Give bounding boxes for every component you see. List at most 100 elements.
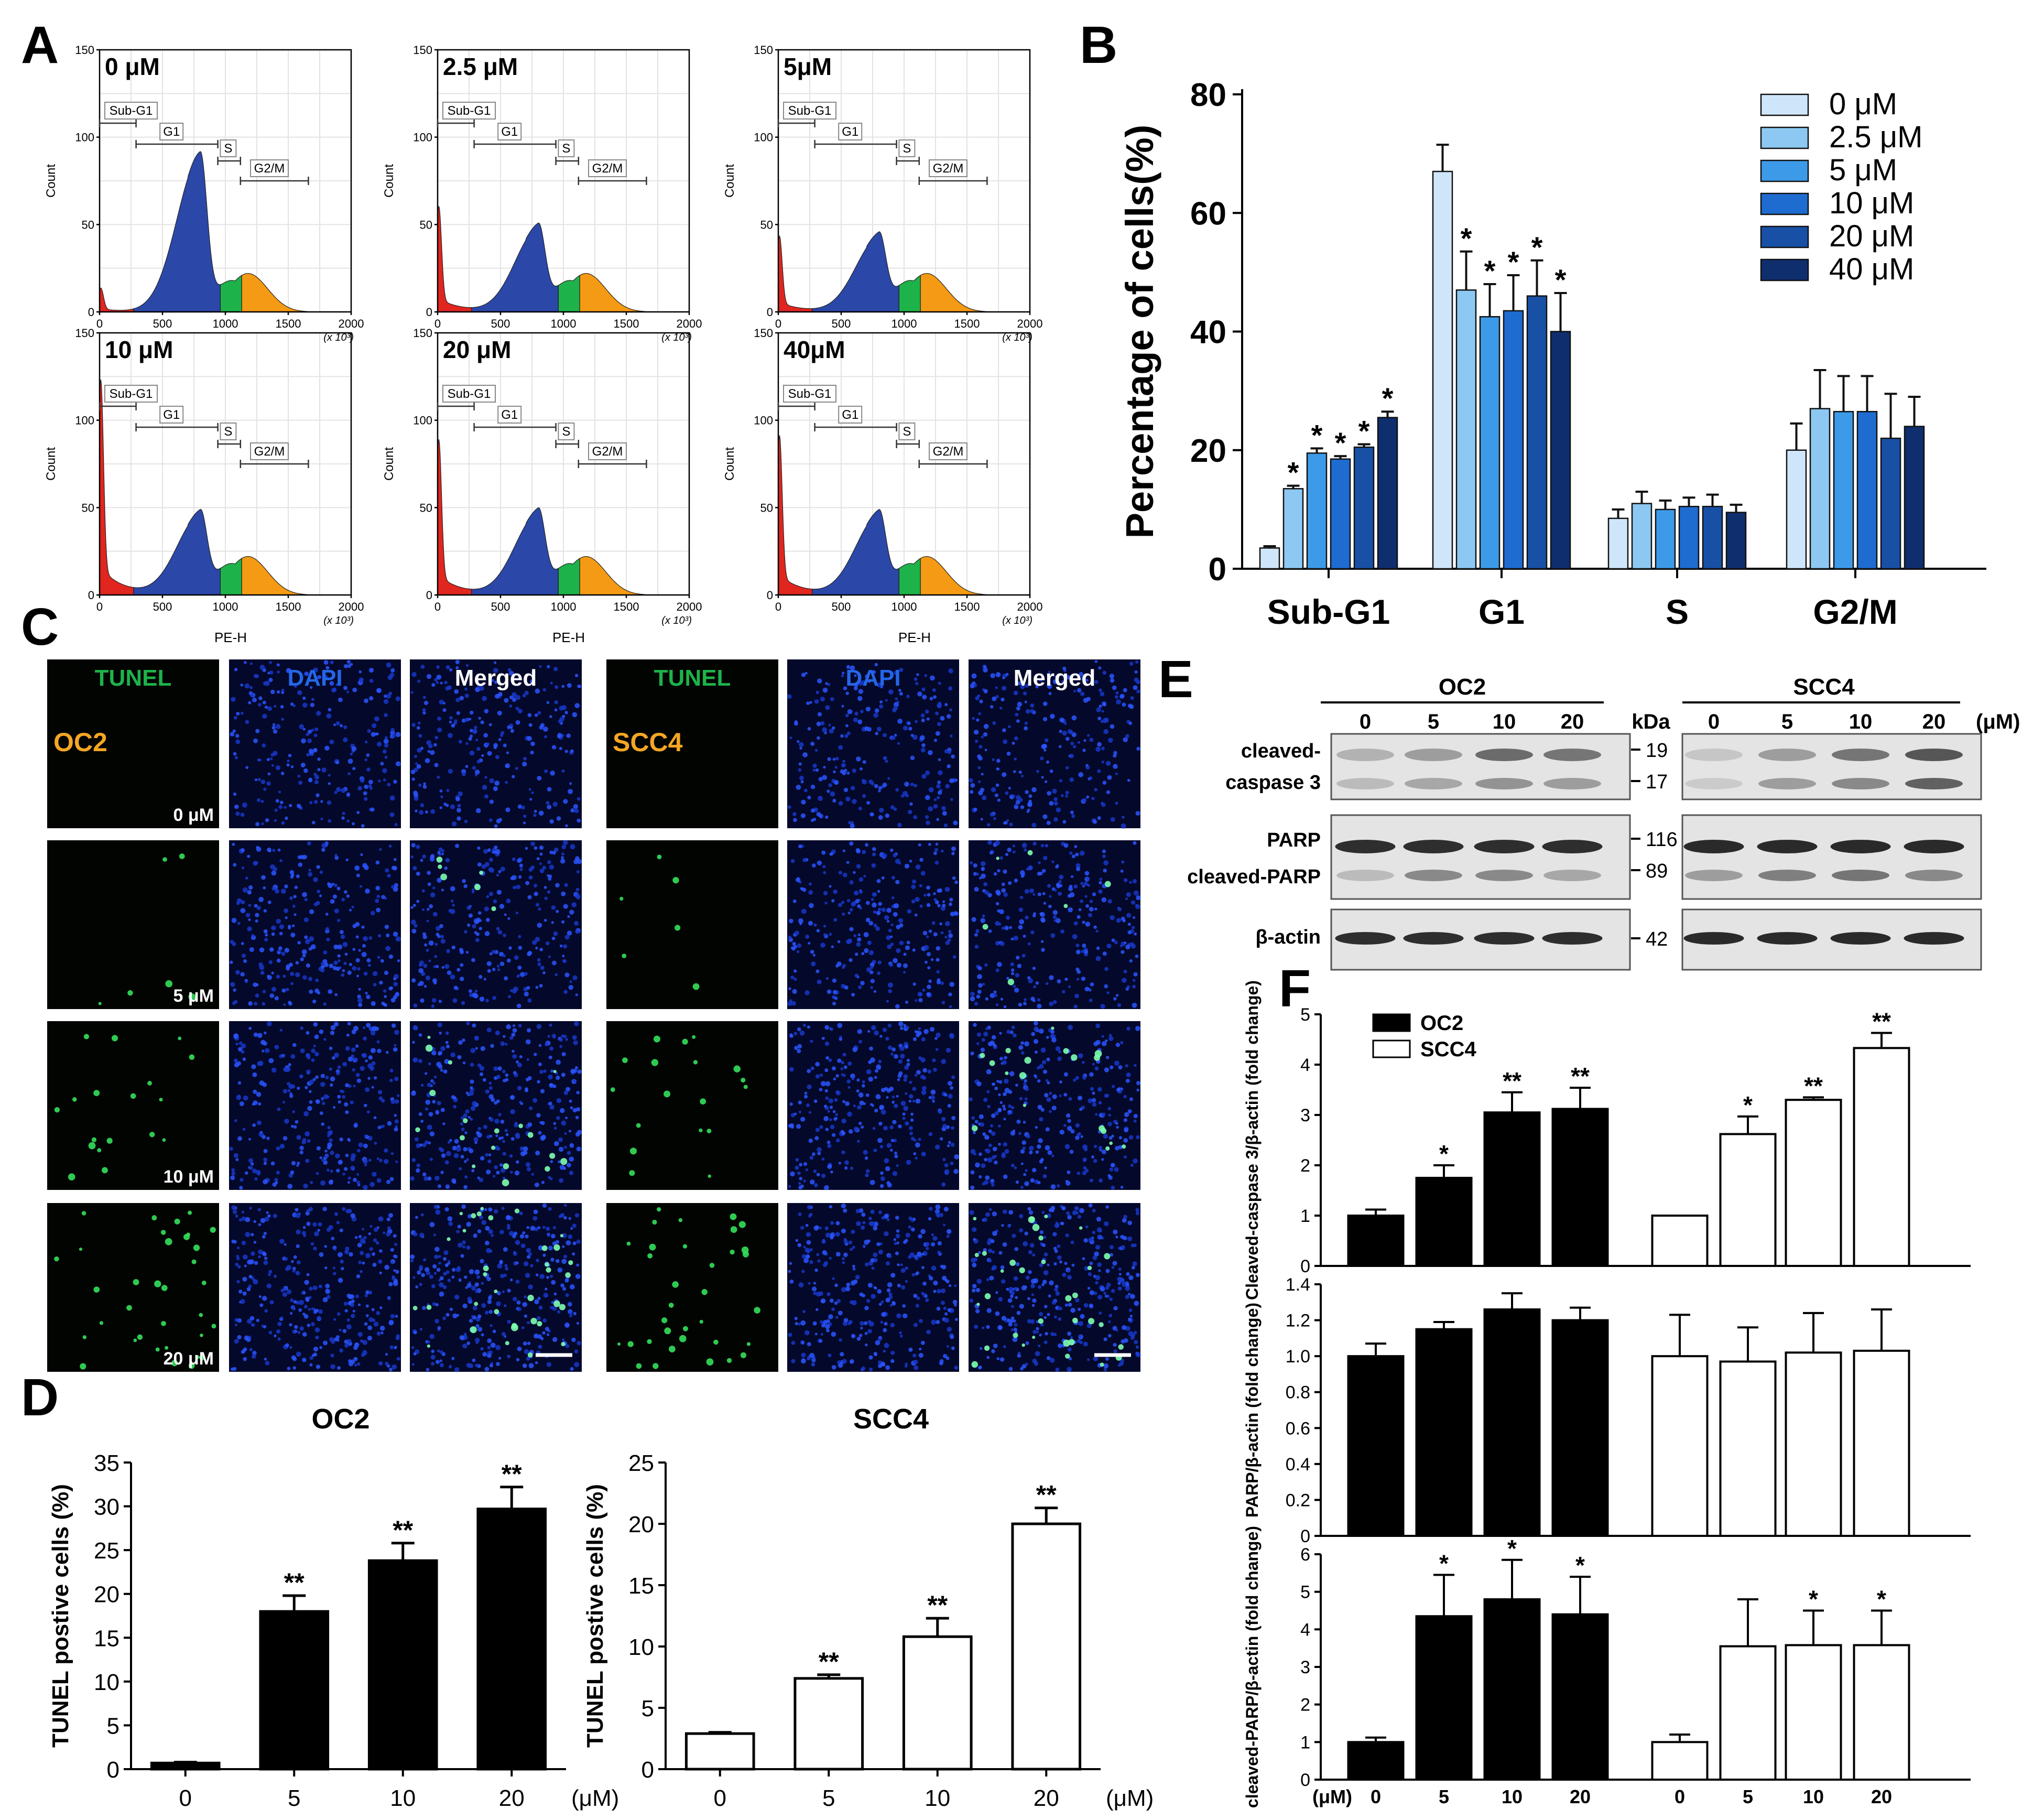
nucleus-dot: [936, 784, 941, 789]
nucleus-dot: [933, 695, 937, 699]
nucleus-dot: [844, 1166, 848, 1170]
nucleus-dot: [798, 918, 803, 924]
nucleus-dot: [570, 1367, 574, 1371]
nucleus-dot: [417, 679, 421, 683]
nucleus-dot: [560, 1283, 564, 1287]
nucleus-dot: [346, 792, 351, 796]
nucleus-dot: [262, 713, 267, 719]
nucleus-dot: [235, 811, 240, 816]
nucleus-dot: [507, 725, 511, 729]
nucleus-dot: [798, 768, 802, 772]
nucleus-dot: [1045, 1079, 1049, 1082]
nucleus-dot: [915, 1142, 920, 1148]
nucleus-dot: [277, 848, 281, 852]
nucleus-dot: [548, 1176, 551, 1179]
bar: [1282, 488, 1304, 570]
nucleus-dot: [1010, 1163, 1015, 1167]
nucleus-dot: [554, 708, 558, 712]
bar: [1503, 310, 1524, 570]
nucleus-dot: [281, 951, 286, 956]
apoptotic-dot: [709, 1263, 715, 1268]
nucleus-dot: [505, 1073, 509, 1077]
nucleus-dot: [295, 1271, 300, 1276]
nucleus-dot: [240, 972, 245, 977]
nucleus-dot: [865, 674, 869, 679]
nucleus-dot: [1101, 710, 1104, 713]
nucleus-dot: [523, 756, 527, 761]
nucleus-dot: [574, 703, 580, 708]
nucleus-dot: [1095, 956, 1101, 961]
nucleus-dot: [264, 1309, 268, 1313]
nucleus-dot: [565, 1038, 568, 1041]
nucleus-dot: [384, 1148, 388, 1153]
nucleus-dot: [477, 1126, 482, 1131]
nucleus-dot: [921, 1037, 926, 1042]
nucleus-dot: [501, 1332, 506, 1336]
nucleus-dot: [559, 1214, 563, 1218]
nucleus-dot: [425, 975, 431, 981]
nucleus-dot: [991, 1183, 995, 1187]
nucleus-dot: [512, 1028, 517, 1033]
nucleus-dot: [1048, 692, 1052, 696]
nucleus-dot: [801, 673, 806, 677]
nucleus-dot: [449, 720, 452, 724]
nucleus-dot: [299, 1299, 305, 1305]
nucleus-dot: [473, 1137, 479, 1142]
nucleus-dot: [515, 720, 520, 725]
nucleus-dot: [316, 1364, 321, 1369]
nucleus-dot: [354, 1363, 357, 1367]
nucleus-dot: [364, 784, 368, 789]
nucleus-dot: [549, 1274, 553, 1278]
nucleus-dot: [943, 1306, 947, 1310]
nucleus-dot: [262, 1235, 266, 1239]
nucleus-dot: [950, 912, 955, 917]
nucleus-dot: [954, 880, 958, 884]
nucleus-dot: [444, 680, 448, 685]
nucleus-dot: [472, 1358, 476, 1362]
apoptotic-dot: [668, 1303, 674, 1308]
nucleus-dot: [519, 1146, 525, 1151]
nucleus-dot: [262, 1296, 267, 1301]
nucleus-dot: [364, 758, 368, 762]
apoptotic-dot: [159, 1098, 163, 1102]
nucleus-dot: [541, 1180, 545, 1184]
nucleus-dot: [992, 1082, 996, 1086]
nucleus-dot: [985, 1148, 991, 1154]
nucleus-dot: [346, 1033, 350, 1037]
nucleus-dot: [1099, 688, 1102, 692]
apoptotic-dot: [653, 1363, 659, 1369]
nucleus-dot: [521, 805, 525, 810]
apoptotic-dot: [546, 1267, 551, 1273]
nucleus-dot: [1086, 795, 1090, 799]
apoptotic-dot: [514, 1208, 520, 1214]
nucleus-dot: [548, 1101, 552, 1106]
nucleus-dot: [357, 1242, 362, 1248]
nucleus-dot: [893, 1238, 897, 1241]
nucleus-dot: [309, 1079, 314, 1085]
nucleus-dot: [492, 1329, 496, 1334]
nucleus-dot: [926, 717, 930, 721]
nucleus-dot: [1067, 894, 1072, 898]
nucleus-dot: [333, 960, 338, 965]
nucleus-dot: [823, 1116, 829, 1121]
nucleus-dot: [411, 1090, 416, 1096]
nucleus-dot: [828, 1098, 833, 1103]
nucleus-dot: [564, 750, 568, 753]
nucleus-dot: [466, 905, 471, 910]
nucleus-dot: [444, 964, 450, 969]
nucleus-dot: [910, 783, 914, 787]
nucleus-dot: [234, 1060, 237, 1063]
nucleus-dot: [479, 686, 484, 691]
nucleus-dot: [898, 1071, 903, 1076]
nucleus-dot: [365, 992, 368, 995]
nucleus-dot: [487, 1346, 491, 1350]
nucleus-dot: [479, 1215, 484, 1220]
nucleus-dot: [897, 1078, 900, 1081]
nucleus-dot: [973, 683, 977, 687]
nucleus-dot: [950, 1161, 954, 1166]
nucleus-dot: [436, 926, 441, 931]
nucleus-dot: [832, 1002, 836, 1005]
bar: [1702, 505, 1723, 570]
nucleus-dot: [311, 1307, 314, 1310]
nucleus-dot: [1119, 694, 1124, 699]
